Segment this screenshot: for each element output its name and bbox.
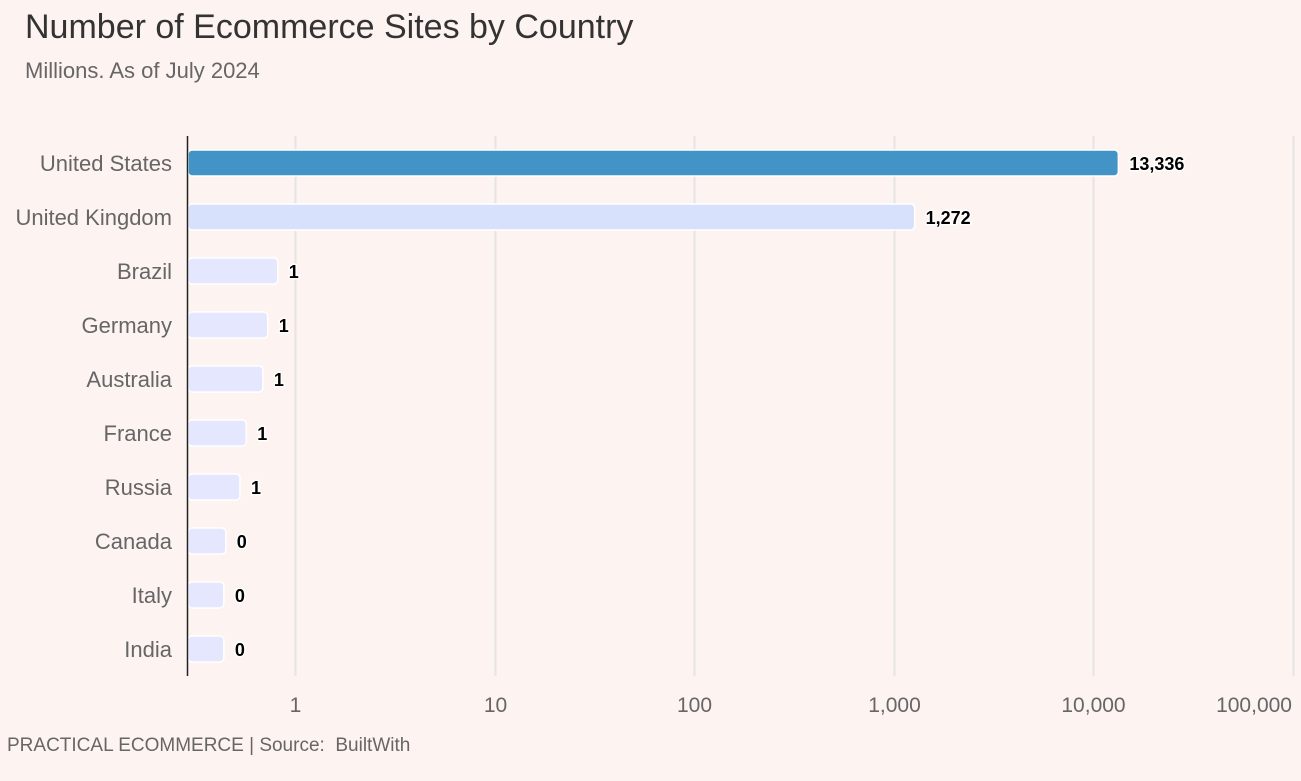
bar[interactable] bbox=[187, 527, 227, 555]
data-label: 1 bbox=[251, 478, 261, 498]
x-tick-label: 100,000 bbox=[1216, 694, 1292, 717]
bar[interactable] bbox=[187, 635, 225, 663]
chart-footer: PRACTICAL ECOMMERCE | Source: BuiltWith bbox=[7, 735, 411, 756]
x-tick-label: 1,000 bbox=[868, 694, 921, 717]
bar[interactable] bbox=[187, 257, 279, 285]
category-label: Canada bbox=[95, 529, 173, 554]
data-label: 1 bbox=[289, 262, 299, 282]
chart-subtitle: Millions. As of July 2024 bbox=[25, 58, 260, 83]
bar[interactable] bbox=[187, 203, 916, 231]
x-tick-label: 100 bbox=[677, 694, 712, 717]
category-label: India bbox=[124, 637, 172, 662]
category-label: United States bbox=[40, 151, 172, 176]
x-tick-label: 10,000 bbox=[1061, 694, 1125, 717]
bar[interactable] bbox=[187, 311, 269, 339]
data-label: 13,336 bbox=[1129, 154, 1184, 174]
category-label: France bbox=[104, 421, 172, 446]
label-layer: United States 13,336 United Kingdom 1,272 Br… bbox=[15, 151, 1185, 662]
x-tick-label: 1 bbox=[290, 694, 302, 717]
tick-layer: 1 10 100 1,000 10,000 100,000 bbox=[290, 694, 1292, 717]
data-label: 1 bbox=[257, 424, 267, 444]
category-label: Italy bbox=[132, 583, 172, 608]
data-label: 0 bbox=[235, 640, 245, 660]
bar[interactable] bbox=[187, 473, 241, 501]
x-tick-label: 10 bbox=[484, 694, 507, 717]
data-label: 0 bbox=[235, 586, 245, 606]
data-label: 1 bbox=[279, 316, 289, 336]
data-label: 1,272 bbox=[926, 208, 971, 228]
chart-title: Number of Ecommerce Sites by Country bbox=[25, 8, 634, 46]
category-label: Russia bbox=[105, 475, 173, 500]
category-label: Brazil bbox=[117, 259, 172, 284]
data-label: 0 bbox=[237, 532, 247, 552]
bar[interactable] bbox=[187, 581, 225, 609]
category-label: United Kingdom bbox=[15, 205, 172, 230]
bar[interactable] bbox=[187, 419, 248, 447]
category-label: Australia bbox=[86, 367, 172, 392]
bar[interactable] bbox=[187, 149, 1120, 177]
category-label: Germany bbox=[82, 313, 172, 338]
bar[interactable] bbox=[187, 365, 264, 393]
data-label: 1 bbox=[274, 370, 284, 390]
bar-layer bbox=[187, 149, 1120, 663]
